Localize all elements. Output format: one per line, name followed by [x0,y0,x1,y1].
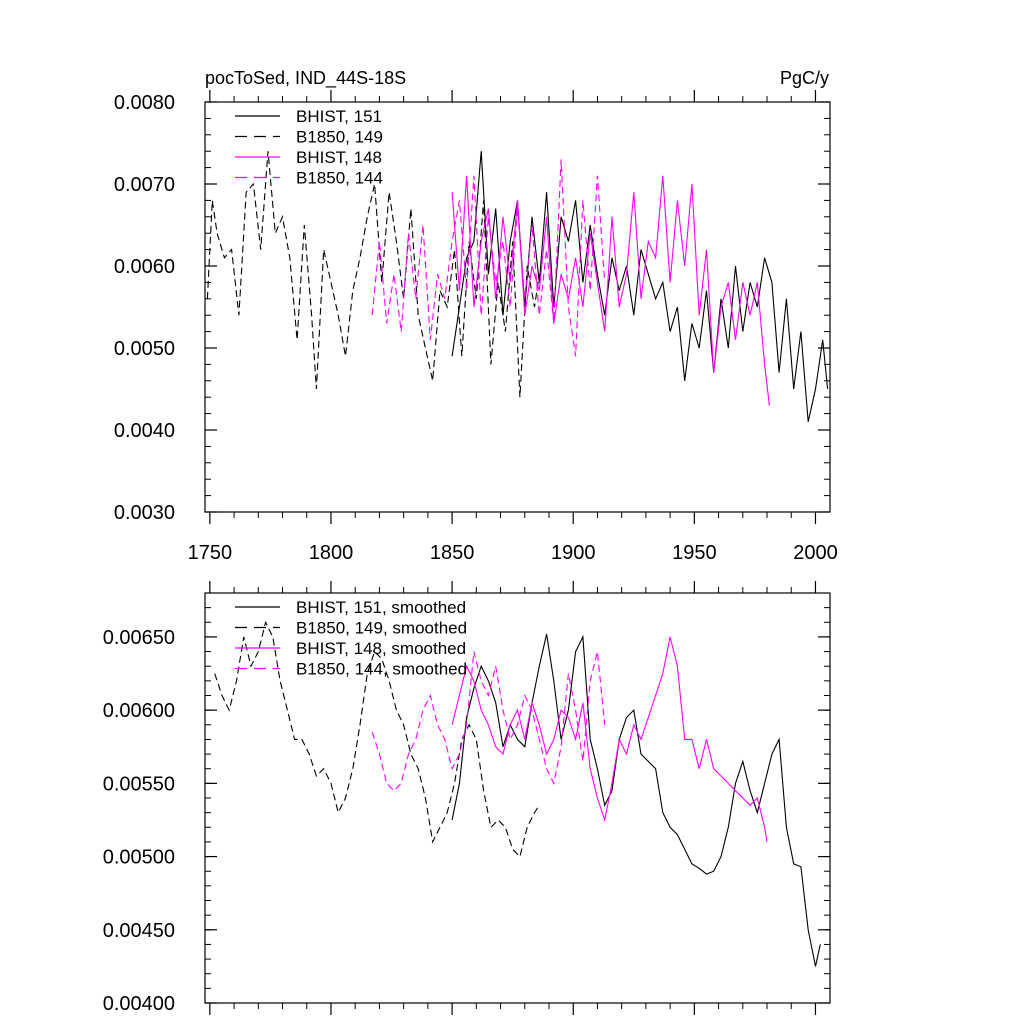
series-line-2 [451,636,768,842]
y-tick-label: 0.00400 [103,993,175,1015]
series-line-3 [371,651,606,792]
top-panel: pocToSed, IND_44S-18S PgC/y 0.0030 0.0040… [114,68,838,564]
y-tick-label: 0.00450 [103,920,175,942]
axis-ticks: 0.00400 0.00450 0.00500 0.00550 0.00600 0.006… [103,581,830,1015]
legend-label: B1850, 144 [296,169,383,188]
legend-label: BHIST, 151 [296,107,382,126]
units-label: PgC/y [780,68,829,88]
y-tick-label: 0.00500 [103,847,175,869]
bottom-panel: 0.00400 0.00450 0.00500 0.00550 0.00600 0.006… [103,581,831,1015]
legend: BHIST, 151, smoothed B1850, 149, smoothed… [235,598,467,679]
x-tick-label: 1900 [551,542,596,564]
legend-label: BHIST, 148, smoothed [296,639,466,658]
series-line-3 [371,159,606,357]
legend-label: BHIST, 151, smoothed [296,598,466,617]
x-tick-label: 1750 [188,542,233,564]
x-tick-label: 1950 [672,542,717,564]
y-tick-label: 0.0070 [114,174,175,196]
y-tick-label: 0.0080 [114,92,175,114]
y-tick-label: 0.00550 [103,773,175,795]
series-line-0 [451,151,829,422]
axis-ticks: 0.0030 0.0040 0.0050 0.0060 0.0070 0.0080 1750… [114,90,838,564]
x-tick-label: 2000 [793,542,838,564]
y-tick-label: 0.0030 [114,502,175,524]
series-line-0 [451,633,821,967]
series-group [206,151,829,422]
y-tick-label: 0.0060 [114,256,175,278]
chart-title: pocToSed, IND_44S-18S [205,68,406,89]
legend-label: BHIST, 148 [296,148,382,167]
x-tick-label: 1800 [309,542,354,564]
plot-frame [204,101,831,513]
legend-label: B1850, 149, smoothed [296,619,467,638]
series-group [214,620,821,967]
y-tick-label: 0.0050 [114,338,175,360]
legend-label: B1850, 149 [296,128,383,147]
legend-label: B1850, 144, smoothed [296,660,467,679]
y-tick-label: 0.00600 [103,700,175,722]
series-line-2 [451,175,770,406]
y-tick-label: 0.0040 [114,420,175,442]
y-tick-label: 0.00650 [103,627,175,649]
series-line-1 [206,151,540,398]
series-line-1 [214,620,540,858]
x-tick-label: 1850 [430,542,475,564]
